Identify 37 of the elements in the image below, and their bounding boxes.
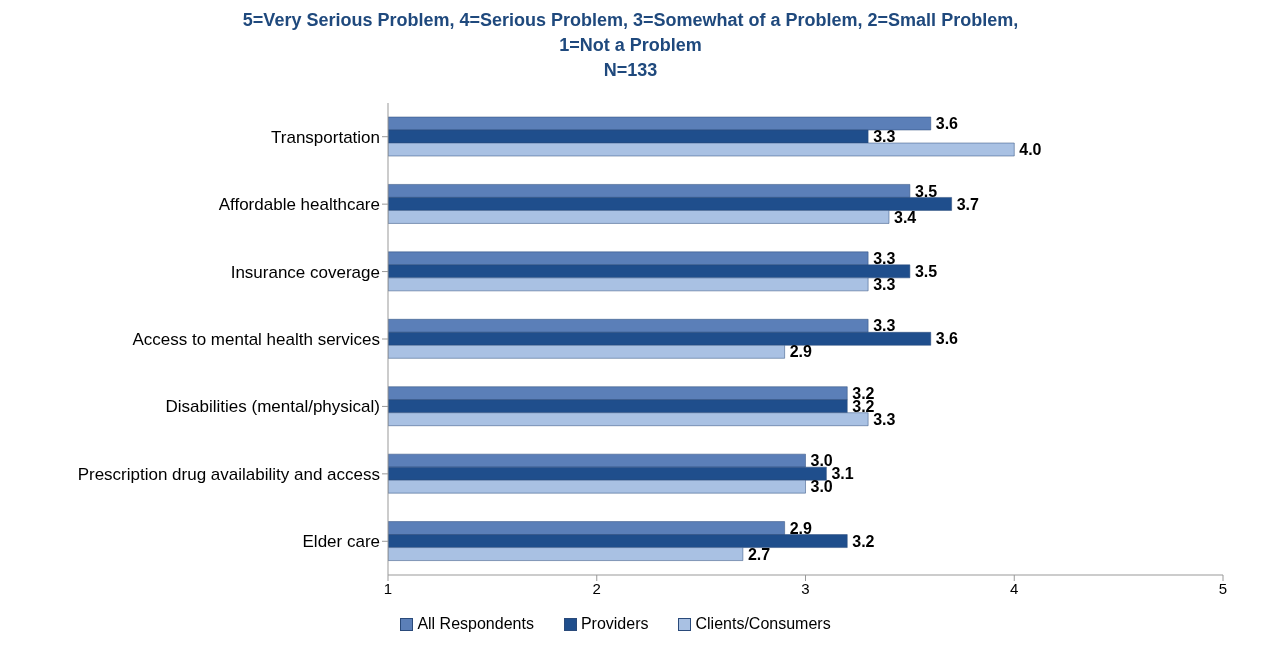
data-label: 3.0 [810,478,833,496]
data-label: 3.4 [894,208,917,226]
y-tick-label: Insurance coverage [230,262,380,282]
data-label: 3.3 [873,317,896,335]
data-label: 3.3 [873,410,896,428]
x-tick-label: 5 [1218,579,1228,597]
legend-label: Clients/Consumers [694,615,831,633]
y-tick-label: Transportation [271,127,380,147]
y-tick-label: Affordable healthcare [218,195,380,215]
data-label: 3.2 [852,532,875,550]
x-tick-label: 2 [592,579,601,597]
data-label: 3.3 [873,250,896,268]
data-label: 3.2 [852,384,875,402]
y-tick-label: Disabilities (mental/physical) [165,397,380,417]
data-label: 3.7 [956,195,979,213]
data-label: 3.0 [810,452,833,470]
data-label: 3.5 [914,263,938,281]
data-label: 2.9 [789,343,812,361]
data-label: 3.5 [914,182,938,200]
data-label: 2.7 [747,545,771,563]
data-label: 3.1 [831,465,854,483]
chart-title: 5=Very Serious Problem, 4=Serious Problem, 3=Somewhat of a Problem, 2=Small Problem, 1=Not a Problem [241,9,1020,57]
chart-subtitle: N=133 [602,59,659,82]
y-tick-label: Prescription drug availability and access [77,464,380,484]
data-label: 3.6 [935,330,959,348]
x-tick-label: 4 [1010,579,1019,597]
data-label: 3.3 [873,128,896,146]
x-tick-label: 1 [383,579,393,597]
data-label: 2.9 [789,519,812,537]
y-tick-label: Elder care [302,532,380,552]
data-label: 3.3 [873,276,896,294]
y-tick-label: Access to mental health services [132,330,380,350]
data-label: 4.0 [1019,141,1042,159]
legend-label: All Respondents [416,615,534,633]
legend-label: Providers [579,615,649,633]
x-tick-label: 3 [801,579,810,597]
data-label: 3.6 [935,115,959,133]
